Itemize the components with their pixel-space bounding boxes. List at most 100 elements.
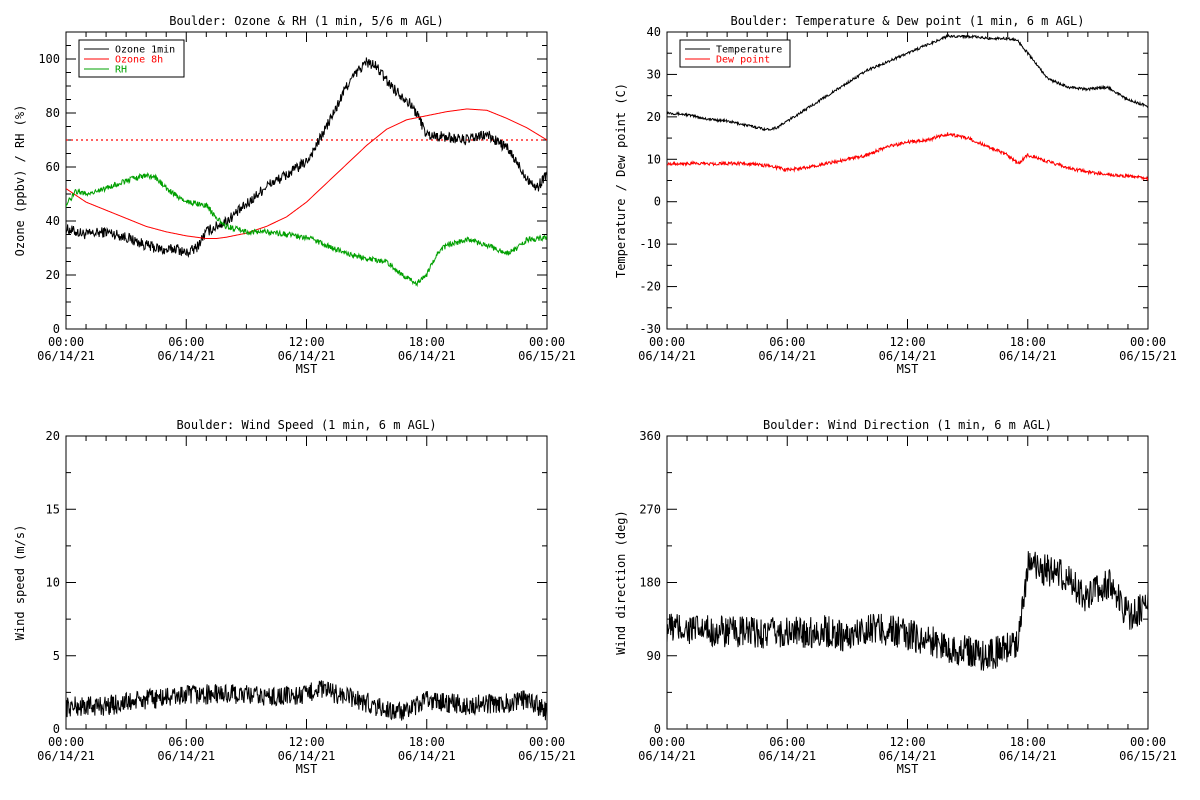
y-tick-label: 60	[46, 160, 60, 174]
x-tick-label-time: 00:00	[649, 335, 685, 349]
plot-area	[66, 57, 547, 288]
x-tick-label-time: 06:00	[769, 335, 805, 349]
x-tick-label-date: 06/14/21	[157, 349, 215, 363]
x-tick-label-date: 06/14/21	[278, 349, 336, 363]
chart-title: Boulder: Ozone & RH (1 min, 5/6 m AGL)	[169, 14, 444, 28]
x-tick-label-time: 00:00	[529, 335, 565, 349]
y-tick-label: 270	[639, 502, 661, 516]
chart-panel-2: Boulder: Temperature & Dew point (1 min,…	[614, 14, 1177, 376]
legend-entry: Ozone 1min	[115, 45, 175, 56]
plot-area	[667, 551, 1148, 671]
y-axis-label: Temperature / Dew point (C)	[614, 83, 628, 278]
x-tick-label-time: 12:00	[288, 335, 324, 349]
y-tick-label: 0	[654, 195, 661, 209]
series-line-3	[66, 680, 547, 721]
y-tick-label: 10	[647, 152, 661, 166]
x-tick-label-date: 06/15/21	[1119, 749, 1177, 763]
x-tick-label-time: 00:00	[649, 735, 685, 749]
x-tick-label-time: 00:00	[1130, 335, 1166, 349]
y-tick-label: 100	[38, 52, 60, 66]
y-tick-label: 90	[647, 649, 661, 663]
x-tick-label-time: 18:00	[1010, 735, 1046, 749]
y-axis-label: Wind direction (deg)	[614, 510, 628, 655]
x-tick-label-date: 06/14/21	[758, 749, 816, 763]
y-tick-label: 20	[46, 268, 60, 282]
x-tick-label-date: 06/15/21	[518, 349, 576, 363]
x-tick-label-time: 18:00	[409, 335, 445, 349]
y-tick-label: 360	[639, 429, 661, 443]
x-tick-label-date: 06/14/21	[999, 349, 1057, 363]
legend-entry: Temperature	[716, 45, 782, 56]
y-tick-label: 10	[46, 576, 60, 590]
y-tick-label: -20	[639, 280, 661, 294]
plot-area	[66, 680, 547, 721]
y-tick-label: 15	[46, 502, 60, 516]
y-tick-label: 0	[53, 722, 60, 736]
x-tick-label-date: 06/14/21	[278, 749, 336, 763]
series-line-temperature	[667, 33, 1148, 132]
x-tick-label-time: 06:00	[168, 335, 204, 349]
x-tick-label-date: 06/14/21	[879, 749, 937, 763]
plot-area	[667, 33, 1148, 182]
chart-panel-4: Boulder: Wind Direction (1 min, 6 m AGL)…	[614, 418, 1177, 776]
x-tick-label-date: 06/14/21	[638, 749, 696, 763]
x-tick-label-date: 06/14/21	[398, 349, 456, 363]
series-line-rh	[66, 172, 547, 288]
x-tick-label-time: 00:00	[1130, 735, 1166, 749]
y-tick-label: 20	[647, 110, 661, 124]
x-tick-label-time: 00:00	[48, 735, 84, 749]
x-tick-label-time: 12:00	[288, 735, 324, 749]
y-tick-label: 0	[654, 722, 661, 736]
legend-entry: Dew point	[716, 55, 770, 66]
y-axis-label: Wind speed (m/s)	[13, 525, 27, 641]
chart-panel-3: Boulder: Wind Speed (1 min, 6 m AGL) 00:0…	[13, 418, 576, 776]
y-tick-label: 80	[46, 106, 60, 120]
y-tick-label: -30	[639, 322, 661, 336]
x-axis-label: MST	[897, 362, 919, 376]
legend-entry: RH	[115, 65, 127, 76]
plot-frame	[65, 435, 548, 730]
series-line-ozone-1min	[66, 57, 547, 258]
chart-panel-1: Boulder: Ozone & RH (1 min, 5/6 m AGL)00…	[13, 14, 576, 376]
x-tick-label-date: 06/15/21	[518, 749, 576, 763]
chart-title: Boulder: Temperature & Dew point (1 min,…	[730, 14, 1084, 28]
x-tick-label-time: 18:00	[1010, 335, 1046, 349]
x-tick-label-time: 12:00	[889, 735, 925, 749]
series-line-4	[667, 551, 1148, 671]
y-tick-label: 40	[46, 214, 60, 228]
y-tick-label: 40	[647, 25, 661, 39]
x-tick-label-date: 06/14/21	[638, 349, 696, 363]
y-tick-label: 0	[53, 322, 60, 336]
y-axis-label: Ozone (ppbv) / RH (%)	[13, 105, 27, 257]
x-tick-label-time: 00:00	[48, 335, 84, 349]
x-tick-label-date: 06/14/21	[999, 749, 1057, 763]
x-tick-label-date: 06/14/21	[157, 749, 215, 763]
y-tick-label: 5	[53, 649, 60, 663]
x-tick-label-date: 06/14/21	[37, 349, 95, 363]
x-tick-label-date: 06/14/21	[398, 749, 456, 763]
x-tick-label-time: 12:00	[889, 335, 925, 349]
x-tick-label-time: 00:00	[529, 735, 565, 749]
x-axis-label: MST	[296, 362, 318, 376]
x-tick-label-time: 06:00	[769, 735, 805, 749]
x-tick-label-time: 18:00	[409, 735, 445, 749]
plot-frame	[666, 31, 1149, 330]
legend-box	[679, 39, 791, 68]
y-tick-label: 180	[639, 576, 661, 590]
series-line-dew-point	[667, 132, 1148, 182]
chart-title: Boulder: Wind Direction (1 min, 6 m AGL)	[763, 418, 1052, 432]
x-tick-label-date: 06/14/21	[758, 349, 816, 363]
chart-title: Boulder: Wind Speed (1 min, 6 m AGL)	[176, 418, 436, 432]
x-tick-label-date: 06/14/21	[879, 349, 937, 363]
legend-entry: Ozone 8h	[115, 55, 163, 66]
series-line-ozone-8h	[66, 108, 547, 240]
y-tick-label: 20	[46, 429, 60, 443]
x-tick-label-date: 06/15/21	[1119, 349, 1177, 363]
y-tick-label: 30	[647, 67, 661, 81]
x-tick-label-date: 06/14/21	[37, 749, 95, 763]
x-tick-label-time: 06:00	[168, 735, 204, 749]
x-axis-label: MST	[296, 762, 318, 776]
